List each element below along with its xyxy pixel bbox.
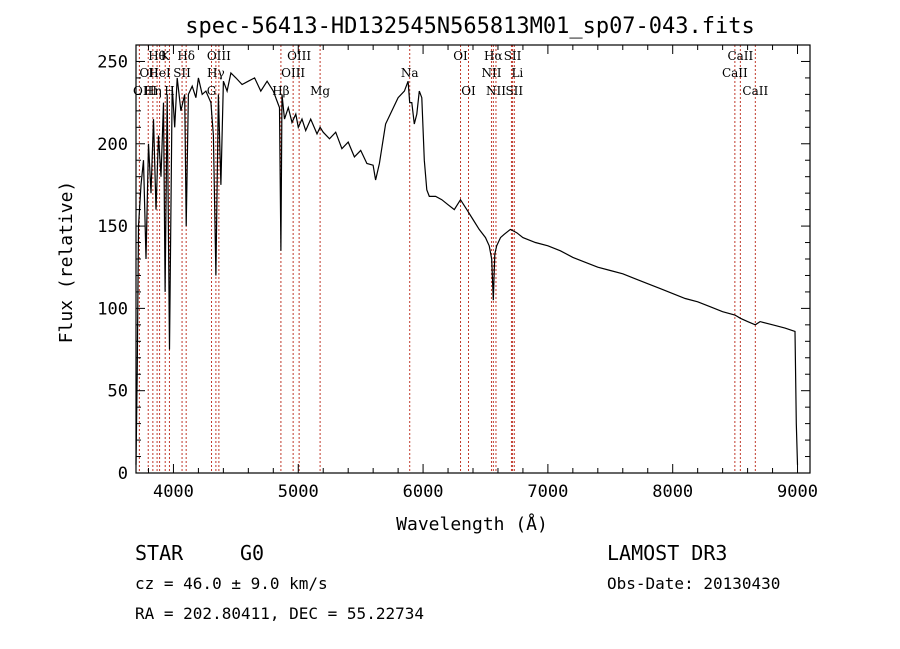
marker-label-13: G xyxy=(207,84,217,98)
x-tick-label-2: 6000 xyxy=(403,482,444,502)
marker-label-24: SII xyxy=(505,84,523,98)
marker-label-3: OIII xyxy=(207,49,231,63)
redshift-cz: cz = 46.0 ± 9.0 km/s xyxy=(135,574,328,593)
marker-label-4: OIII xyxy=(287,49,311,63)
marker-label-0: Hθ xyxy=(148,49,166,63)
marker-label-15: Mg xyxy=(310,84,330,98)
chart-title: spec-56413-HD132545N565813M01_sp07-043.f… xyxy=(185,14,755,39)
marker-label-5: OII xyxy=(139,66,159,80)
y-tick-label-0: 0 xyxy=(118,464,128,484)
marker-label-23: Li xyxy=(511,66,523,80)
marker-label-17: OI xyxy=(453,49,468,63)
plot-frame xyxy=(135,44,811,474)
marker-label-11: Hη xyxy=(144,84,162,98)
obs-date: Obs-Date: 20130430 xyxy=(607,574,780,593)
marker-label-27: CaII xyxy=(742,84,768,98)
y-tick-label-4: 200 xyxy=(97,135,128,155)
marker-label-6: HeI xyxy=(148,66,171,80)
marker-label-14: Hβ xyxy=(272,84,289,98)
object-subclass: G0 xyxy=(240,541,264,565)
marker-label-22: SII xyxy=(504,49,522,63)
marker-label-8: Hγ xyxy=(207,66,225,80)
x-tick-label-0: 4000 xyxy=(153,482,194,502)
x-tick-label-4: 8000 xyxy=(652,482,693,502)
x-tick-label-3: 7000 xyxy=(527,482,568,502)
y-tick-label-5: 250 xyxy=(97,52,128,72)
marker-label-2: Hδ xyxy=(177,49,195,63)
y-tick-label-2: 100 xyxy=(97,299,128,319)
marker-label-12: H xyxy=(164,84,174,98)
object-class: STAR xyxy=(135,541,184,565)
spectrum-line xyxy=(135,71,799,465)
marker-label-16: Na xyxy=(401,66,419,80)
marker-label-19: Hα xyxy=(484,49,503,63)
x-axis-label: Wavelength (Å) xyxy=(396,513,548,535)
y-axis-label: Flux (relative) xyxy=(56,181,77,344)
marker-label-1: K xyxy=(161,49,171,63)
marker-label-20: NII xyxy=(481,66,501,80)
marker-label-7: SII xyxy=(173,66,191,80)
marker-label-26: CaII xyxy=(727,49,753,63)
y-tick-label-1: 50 xyxy=(108,382,128,402)
x-tick-label-1: 5000 xyxy=(278,482,319,502)
marker-label-21: NII xyxy=(486,84,506,98)
marker-label-18: OI xyxy=(461,84,476,98)
marker-label-9: OIII xyxy=(281,66,305,80)
survey-name: LAMOST DR3 xyxy=(607,541,727,565)
line-markers xyxy=(138,45,756,473)
x-axis-ticks: 4000 5000 6000 7000 8000 9000 xyxy=(147,45,818,502)
y-axis-ticks: 0 50 100 150 200 250 xyxy=(97,52,810,484)
y-tick-label-3: 150 xyxy=(97,217,128,237)
coordinates: RA = 202.80411, DEC = 55.22734 xyxy=(135,604,424,623)
x-tick-label-5: 9000 xyxy=(777,482,818,502)
marker-label-25: CaII xyxy=(722,66,748,80)
